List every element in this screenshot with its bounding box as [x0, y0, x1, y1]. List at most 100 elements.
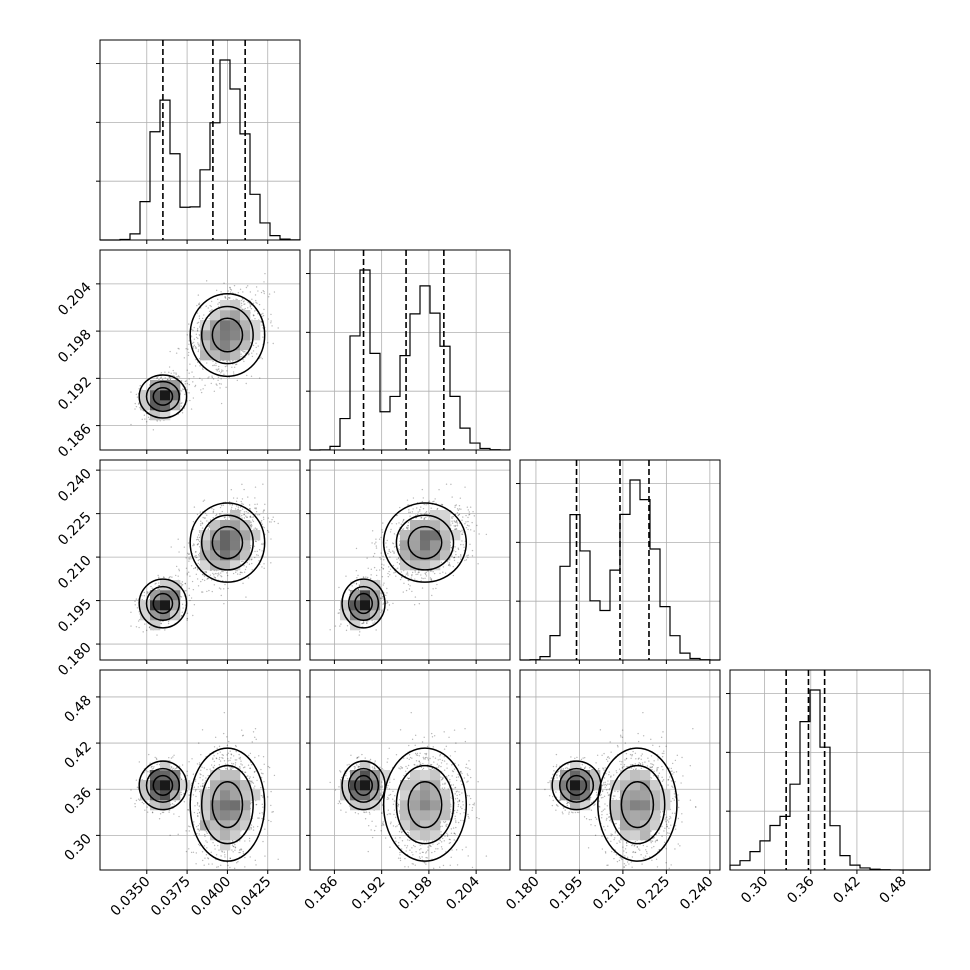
scatter-point [256, 528, 258, 530]
scatter-point [218, 574, 220, 576]
scatter-point [455, 550, 457, 553]
density-cell [230, 510, 241, 521]
scatter-point [198, 553, 200, 556]
scatter-point [430, 579, 433, 581]
scatter-point [192, 543, 195, 545]
scatter-point [206, 577, 209, 580]
scatter-point [398, 544, 401, 547]
contour-0-2 [152, 592, 174, 615]
scatter-point [245, 510, 248, 513]
scatter-point [147, 591, 149, 594]
contour-1-1 [200, 305, 254, 365]
scatter-point [209, 304, 211, 307]
scatter-point [143, 414, 146, 416]
scatter-point [455, 519, 458, 522]
scatter-point [184, 380, 187, 383]
scatter-point [468, 525, 470, 527]
scatter-point [201, 522, 204, 525]
scatter-point [191, 580, 194, 583]
density-cell [230, 300, 241, 311]
scatter-point [255, 511, 258, 513]
scatter-point [223, 282, 225, 284]
scatter-point [381, 597, 383, 600]
scatter-point [243, 511, 246, 513]
scatter-point [204, 384, 206, 387]
scatter-point [420, 574, 422, 576]
scatter-point [186, 334, 188, 336]
scatter-point [169, 376, 171, 379]
scatter-point [237, 508, 240, 510]
scatter-point [212, 360, 214, 363]
scatter-point [243, 300, 245, 302]
scatter-point [184, 383, 186, 385]
scatter-point [264, 503, 266, 506]
scatter-point [357, 588, 360, 591]
scatter-point [198, 304, 200, 306]
scatter-point [197, 562, 199, 565]
scatter-point [436, 508, 438, 510]
scatter-point [240, 509, 242, 512]
scatter-point [201, 522, 204, 524]
scatter-point [241, 571, 243, 574]
scatter-point [442, 566, 445, 568]
scatter-point [260, 313, 263, 316]
scatter-point [407, 579, 409, 582]
scatter-point [229, 503, 231, 506]
density-layer [130, 272, 279, 431]
scatter-point [186, 617, 189, 620]
scatter-point [241, 502, 243, 505]
scatter-point [252, 520, 255, 523]
scatter-point [180, 582, 182, 585]
scatter-point [256, 353, 258, 355]
scatter-point [436, 507, 439, 510]
density-cell [150, 390, 161, 401]
scatter-point [177, 376, 179, 378]
scatter-point [465, 514, 467, 517]
scatter-point [235, 500, 238, 503]
scatter-point [451, 522, 454, 524]
scatter-point [228, 297, 231, 299]
scatter-point [256, 302, 258, 305]
density-cell [210, 560, 221, 571]
scatter-point [406, 527, 409, 530]
scatter-point [405, 589, 408, 592]
scatter-point [422, 577, 424, 580]
scatter-point [255, 342, 257, 344]
scatter-point [235, 571, 237, 574]
density-layer [329, 483, 488, 636]
scatter-point [188, 560, 190, 562]
scatter-point [467, 554, 469, 556]
scatter-point [157, 574, 159, 577]
scatter-point [248, 354, 250, 356]
scatter-point [387, 566, 390, 568]
scatter-point [260, 356, 262, 358]
scatter-point [222, 504, 225, 506]
scatter-point [196, 536, 199, 538]
scatter-point [228, 501, 231, 503]
scatter-point [211, 507, 213, 510]
density-cell [200, 560, 211, 571]
scatter-point [272, 516, 274, 518]
scatter-point [217, 376, 220, 378]
scatter-point [387, 575, 390, 578]
scatter-point [135, 393, 138, 396]
scatter-point [405, 573, 408, 575]
scatter-point [455, 528, 458, 530]
scatter-point [419, 510, 421, 512]
scatter-point [189, 399, 191, 402]
scatter-point [143, 595, 145, 597]
scatter-point [411, 590, 413, 593]
scatter-point [213, 576, 215, 578]
scatter-point [204, 517, 206, 519]
scatter-point [254, 540, 257, 542]
scatter-point [230, 289, 233, 291]
scatter-point [451, 517, 453, 520]
scatter-point [471, 521, 473, 524]
scatter-point [192, 341, 195, 344]
scatter-point [263, 281, 265, 283]
scatter-point [188, 340, 190, 342]
scatter-point [408, 579, 410, 582]
scatter-point [180, 584, 183, 586]
scatter-point [182, 607, 184, 609]
scatter-point [389, 531, 392, 533]
